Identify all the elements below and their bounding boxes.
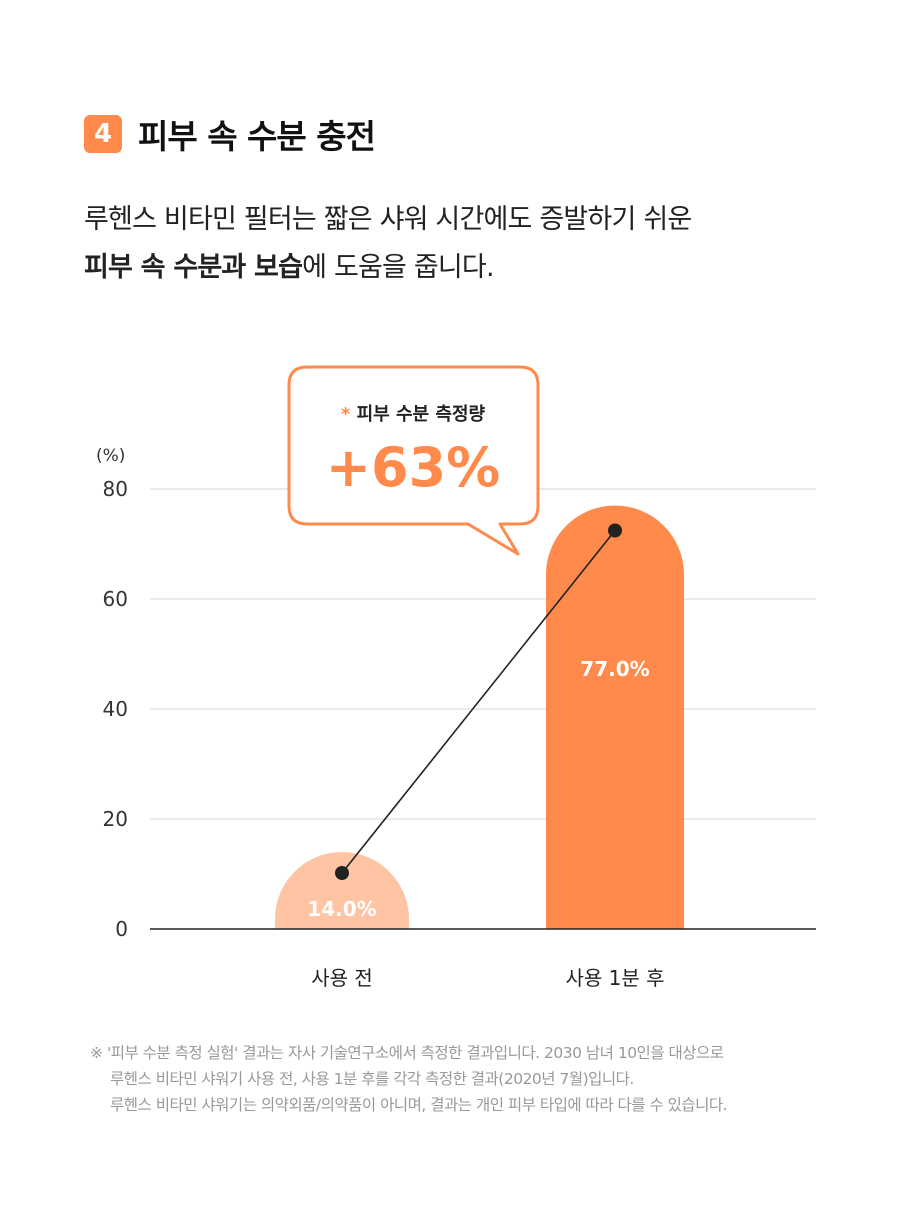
footnote-mark: ※ xyxy=(90,1044,103,1062)
footnote-line-1: '피부 수분 측정 실험' 결과는 자사 기술연구소에서 측정한 결과입니다. … xyxy=(106,1044,724,1062)
footnote: ※ '피부 수분 측정 실험' 결과는 자사 기술연구소에서 측정한 결과입니다… xyxy=(90,1040,728,1118)
description-line-2: 피부 속 수분과 보습에 도움을 줍니다. xyxy=(84,244,691,292)
x-category-label-2: 사용 1분 후 xyxy=(565,966,664,990)
y-tick-label-40: 40 xyxy=(103,697,128,721)
description-line-2-rest: 에 도움을 줍니다. xyxy=(302,252,494,283)
x-category-label-1: 사용 전 xyxy=(311,966,373,990)
bar-after-use xyxy=(546,505,684,929)
trend-point-2 xyxy=(608,523,622,538)
y-tick-label-0: 0 xyxy=(115,917,128,941)
callout-asterisk: * xyxy=(341,404,357,425)
callout-bubble xyxy=(287,365,540,556)
trend-line xyxy=(341,530,616,874)
y-tick-label-20: 20 xyxy=(103,807,128,831)
y-tick-label-60: 60 xyxy=(103,587,128,611)
callout-label: * 피부 수분 측정량 xyxy=(341,404,486,425)
y-axis-unit-label: (%) xyxy=(96,446,125,466)
footnote-line-2: 루헨스 비타민 샤워기 사용 전, 사용 1분 후를 각각 측정한 결과(202… xyxy=(110,1070,634,1088)
bar-value-label-1: 14.0% xyxy=(307,897,376,921)
section-description: 루헨스 비타민 필터는 짧은 샤워 시간에도 증발하기 쉬운 피부 속 수분과 … xyxy=(84,196,692,292)
section-header: 4 피부 속 수분 충전 xyxy=(84,110,376,158)
section-title: 피부 속 수분 충전 xyxy=(138,117,376,156)
callout-label-text: 피부 수분 측정량 xyxy=(357,404,486,425)
callout-value: +63% xyxy=(326,436,501,499)
bar-value-label-2: 77.0% xyxy=(580,657,649,681)
moisture-bar-chart: 0 20 40 60 80 (%) 14.0% 사용 전 77.0% 사용 1분 후 * 피부 수분… xyxy=(96,365,816,990)
footnote-line-3: 루헨스 비타민 샤워기는 의약외품/의약품이 아니며, 결과는 개인 피부 타입… xyxy=(110,1096,728,1114)
description-line-1: 루헨스 비타민 필터는 짧은 샤워 시간에도 증발하기 쉬운 xyxy=(84,204,692,235)
step-number-badge: 4 xyxy=(84,115,122,153)
trend-point-1 xyxy=(335,866,349,880)
bar-before-use xyxy=(275,852,409,929)
y-tick-label-80: 80 xyxy=(103,477,128,501)
description-emphasis: 피부 속 수분과 보습 xyxy=(84,252,303,283)
